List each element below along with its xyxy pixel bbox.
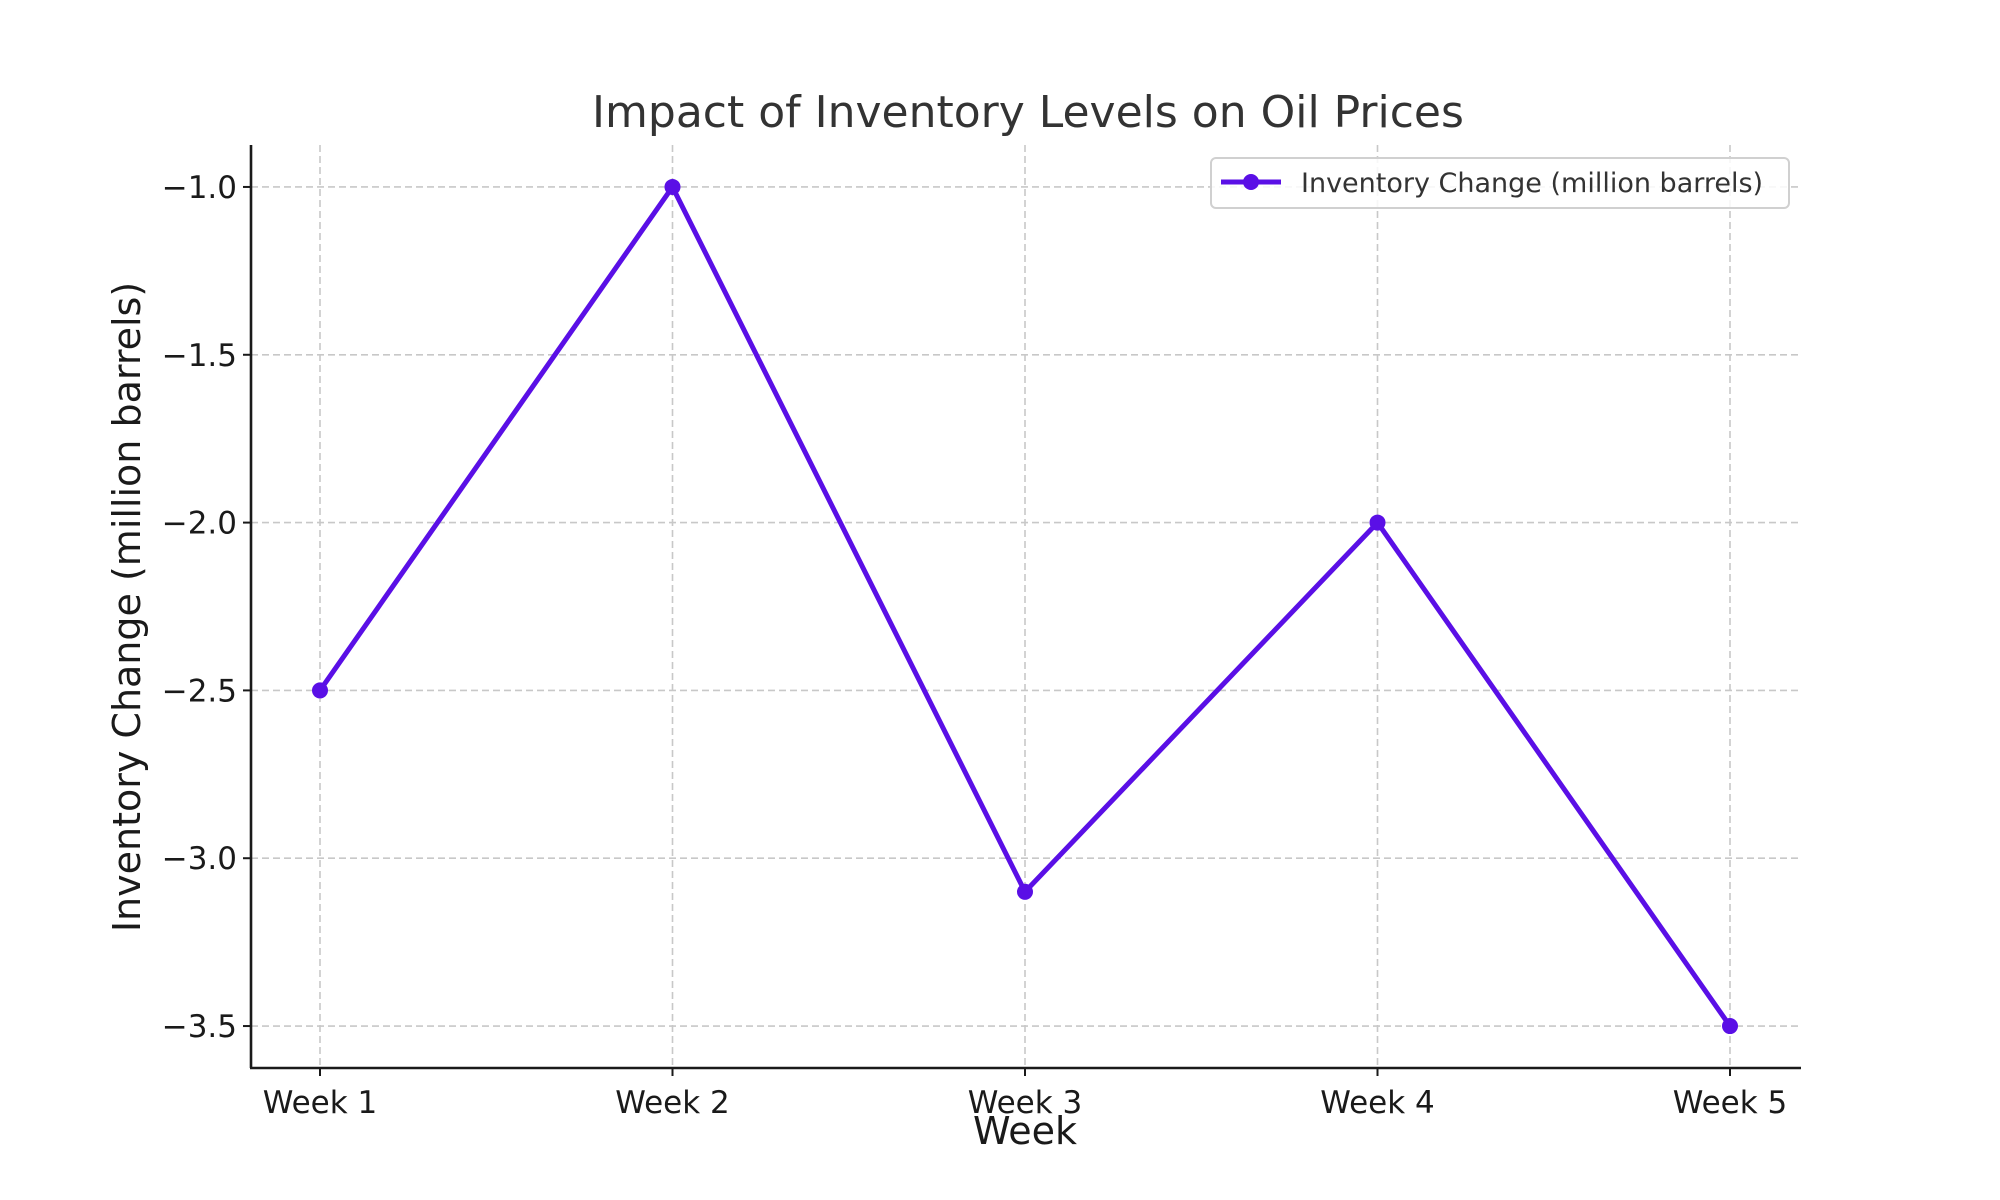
x-tick-label: Week 3: [968, 1085, 1083, 1121]
legend-box: [1210, 157, 1790, 209]
series-group: [312, 178, 1738, 1035]
x-axis-label: Week: [973, 1109, 1077, 1153]
y-tick-label: −2.0: [162, 506, 237, 542]
legend-marker-swatch: [1243, 174, 1259, 190]
y-tick-label: −1.5: [162, 338, 237, 374]
data-point: [312, 682, 328, 699]
x-tick-label: Week 4: [1320, 1085, 1435, 1121]
y-axis-ticks: −1.0 −1.5 −2.0 −2.5 −3.0 −3.5: [162, 170, 251, 1045]
y-tick-label: −1.0: [162, 170, 237, 206]
x-tick-label: Week 5: [1673, 1085, 1788, 1121]
y-tick-label: −3.5: [162, 1009, 237, 1045]
data-point: [1722, 1018, 1738, 1035]
data-point: [1017, 883, 1033, 900]
y-tick-label: −3.0: [162, 841, 237, 877]
x-axis-ticks: Week 1 Week 2 Week 3 Week 4 Week 5: [263, 1068, 1788, 1121]
chart-title: Impact of Inventory Levels on Oil Prices: [592, 87, 1464, 138]
gridlines: [251, 145, 1801, 1068]
x-tick-label: Week 1: [263, 1085, 378, 1121]
data-point: [1369, 514, 1386, 531]
y-tick-label: −2.5: [162, 673, 237, 709]
legend: Inventory Change (million barrels): [1210, 157, 1790, 209]
legend-label: Inventory Change (million barrels): [1301, 168, 1763, 199]
x-tick-label: Week 2: [615, 1085, 730, 1121]
y-axis-label: Inventory Change (million barrels): [105, 282, 149, 932]
data-point: [664, 178, 681, 195]
